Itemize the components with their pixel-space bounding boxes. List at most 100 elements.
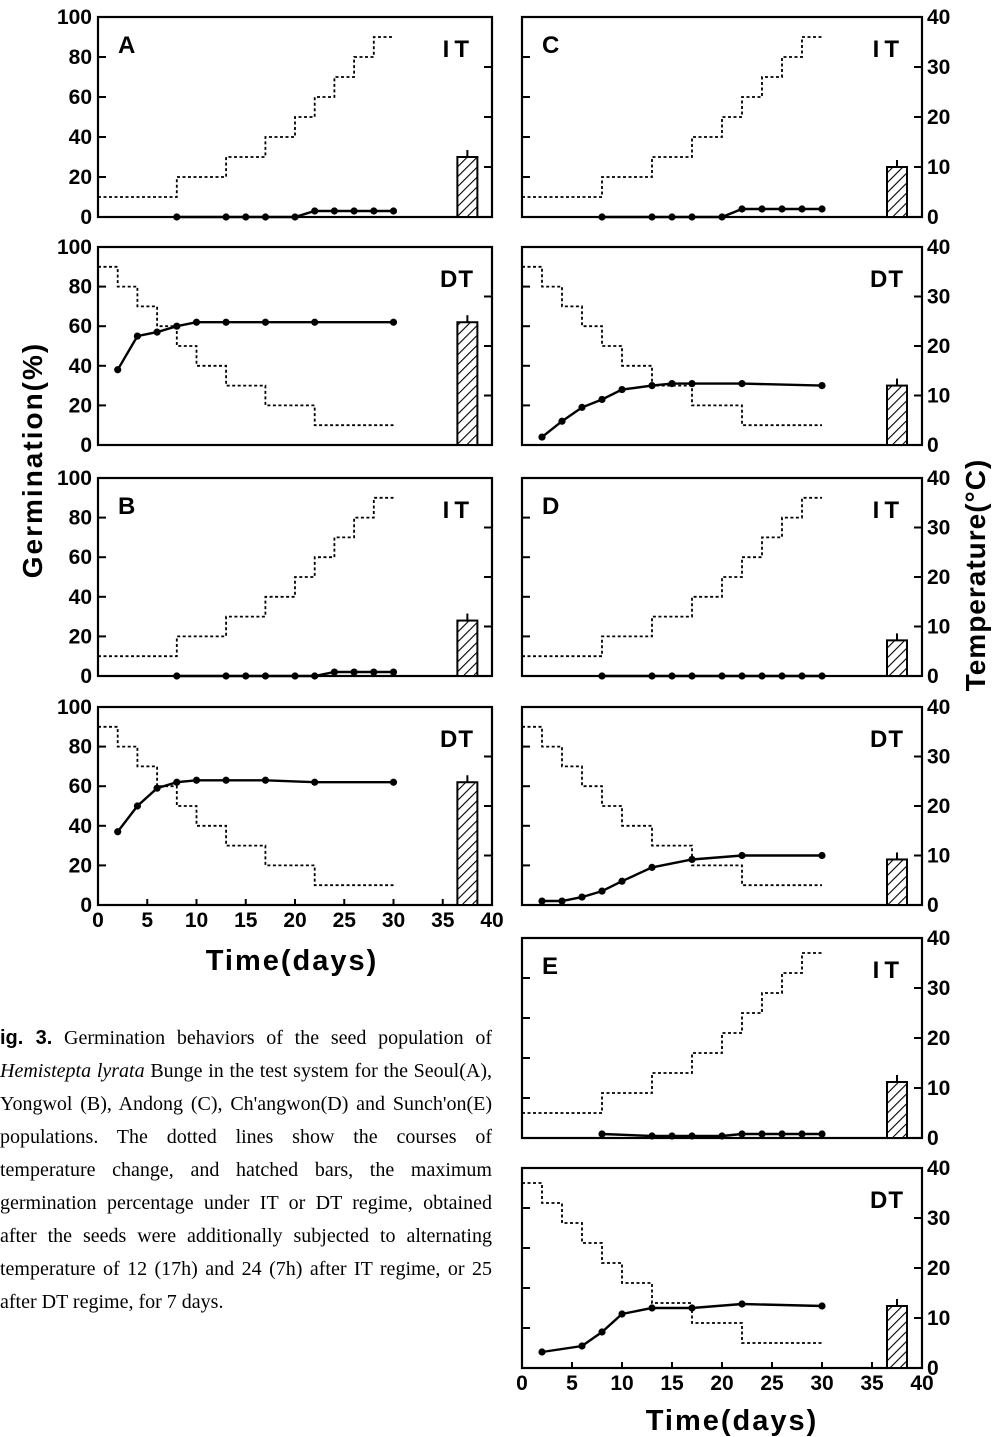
y-right-tick-label: 20 <box>927 106 950 129</box>
y-left-tick-label: 20 <box>69 166 92 189</box>
y-left-tick-label: 40 <box>69 586 92 609</box>
germination-point <box>222 776 230 784</box>
y-right-axis-label: Temperature(°C) <box>960 459 991 692</box>
germination-point <box>778 1130 786 1138</box>
y-left-tick-label: 60 <box>69 315 92 338</box>
germination-point <box>389 668 398 676</box>
panel-b-dt: 0 20 40 60 80 100 0 5 10 15 20 25 30 35 40 DT <box>57 696 504 932</box>
germination-point <box>668 672 676 680</box>
y-right-tick-label: 10 <box>927 385 950 408</box>
y-right-tick-label: 0 <box>927 206 939 229</box>
y-right-tick-label: 30 <box>927 56 950 79</box>
temperature-step-line <box>522 952 822 1114</box>
germination-point <box>648 213 656 221</box>
germination-line <box>541 1302 823 1354</box>
germination-point <box>818 1302 826 1310</box>
germination-point <box>688 1132 696 1140</box>
germination-point <box>738 851 746 860</box>
x-tick-label: 40 <box>910 1372 933 1395</box>
germination-point <box>330 668 338 676</box>
germination-point <box>242 672 250 680</box>
germination-point <box>688 380 696 388</box>
panel-frame <box>520 1166 924 1370</box>
y-right-tick-label: 40 <box>927 927 950 950</box>
germination-point <box>192 318 201 326</box>
panel-letter: D <box>542 493 559 520</box>
germination-point <box>311 672 319 680</box>
y-left-tick-label: 100 <box>57 6 92 29</box>
x-axis-label-right: Time(days) <box>646 1405 819 1437</box>
max-germination-bar <box>456 156 479 218</box>
y-right-tick-label: 0 <box>927 894 939 917</box>
germination-point <box>648 1304 656 1312</box>
panel-frame <box>520 245 924 447</box>
y-right-tick-label: 40 <box>927 696 950 719</box>
y-right-tick-label: 0 <box>927 665 939 688</box>
germination-point <box>173 672 181 680</box>
regime-label: DT <box>440 726 474 753</box>
x-tick-label: 15 <box>234 909 258 932</box>
germination-point <box>261 213 270 221</box>
y-left-tick-label: 0 <box>80 434 92 457</box>
panel-letter: E <box>542 953 558 980</box>
y-left-tick-label: 60 <box>69 546 92 569</box>
panel-frame <box>520 15 924 219</box>
y-left-tick-label: 20 <box>69 394 92 417</box>
y-right-tick-label: 20 <box>927 1257 950 1280</box>
germination-point <box>648 1132 656 1140</box>
germination-point <box>718 1132 726 1140</box>
germination-point <box>738 380 746 388</box>
x-tick-label: 0 <box>92 909 104 932</box>
x-axis-label-left: Time(days) <box>206 945 379 977</box>
germination-point <box>688 672 696 680</box>
y-right-tick-label: 20 <box>927 795 950 818</box>
max-germination-bar <box>886 858 908 907</box>
panel-c-it: 0 10 20 30 40 C IT <box>520 6 950 229</box>
germination-point <box>618 877 626 885</box>
germination-point <box>389 318 398 326</box>
y-left-axis-label: Germination(%) <box>17 342 48 578</box>
germination-point <box>818 382 826 390</box>
x-tick-label: 25 <box>333 909 357 932</box>
germination-point <box>558 417 566 425</box>
y-right-tick-label: 0 <box>927 1357 939 1380</box>
caption-text-2: Bunge in the test system for the Seoul(A… <box>0 1060 492 1313</box>
y-right-tick-label: 40 <box>927 467 950 490</box>
germination-point <box>261 776 270 784</box>
x-tick-label: 25 <box>760 1372 784 1395</box>
germination-point <box>389 778 398 786</box>
y-right-tick-label: 10 <box>927 845 950 868</box>
germination-point <box>688 1304 696 1312</box>
germination-point <box>133 332 141 340</box>
regime-label: DT <box>440 266 474 293</box>
germination-point <box>558 897 566 905</box>
y-right-tick-label: 20 <box>927 566 950 589</box>
germination-point <box>578 893 586 901</box>
x-tick-label: 15 <box>660 1372 684 1395</box>
germination-point <box>350 668 358 676</box>
y-left-tick-label: 20 <box>69 854 92 877</box>
germination-point <box>173 778 181 786</box>
germination-point <box>668 1132 676 1140</box>
y-left-tick-label: 60 <box>69 775 92 798</box>
y-right-tick-label: 40 <box>927 1157 950 1180</box>
germination-point <box>222 672 230 680</box>
x-tick-label: 30 <box>382 909 405 932</box>
germination-point <box>718 213 726 221</box>
germination-point <box>798 205 806 213</box>
germination-point <box>311 207 319 215</box>
temperature-step-line <box>522 265 822 427</box>
germination-point <box>598 395 606 404</box>
germination-point <box>598 887 606 895</box>
y-right-tick-label: 30 <box>927 977 950 1000</box>
max-germination-bar <box>886 166 908 218</box>
regime-label: DT <box>870 266 904 293</box>
y-left-tick-label: 80 <box>69 46 92 69</box>
germination-point <box>598 672 606 680</box>
panel-a-it: 0 20 40 60 80 100 A IT <box>57 6 494 229</box>
germination-point <box>291 213 299 221</box>
y-left-tick-label: 0 <box>80 206 92 229</box>
y-right-tick-label: 0 <box>927 1127 939 1150</box>
y-right-tick-label: 40 <box>927 6 950 29</box>
